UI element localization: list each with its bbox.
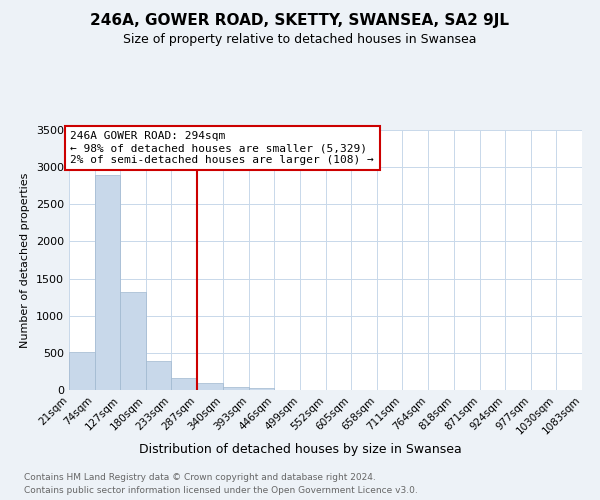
Bar xyxy=(172,378,197,390)
Text: Size of property relative to detached houses in Swansea: Size of property relative to detached ho… xyxy=(123,32,477,46)
Text: Contains public sector information licensed under the Open Government Licence v3: Contains public sector information licen… xyxy=(24,486,418,495)
Y-axis label: Number of detached properties: Number of detached properties xyxy=(20,172,31,348)
Text: 246A GOWER ROAD: 294sqm
← 98% of detached houses are smaller (5,329)
2% of semi-: 246A GOWER ROAD: 294sqm ← 98% of detache… xyxy=(70,132,374,164)
Bar xyxy=(69,352,95,390)
Bar xyxy=(223,387,248,390)
Text: Contains HM Land Registry data © Crown copyright and database right 2024.: Contains HM Land Registry data © Crown c… xyxy=(24,472,376,482)
Text: Distribution of detached houses by size in Swansea: Distribution of detached houses by size … xyxy=(139,442,461,456)
Bar xyxy=(248,388,274,390)
Text: 246A, GOWER ROAD, SKETTY, SWANSEA, SA2 9JL: 246A, GOWER ROAD, SKETTY, SWANSEA, SA2 9… xyxy=(91,12,509,28)
Bar xyxy=(95,174,120,390)
Bar xyxy=(120,292,146,390)
Bar xyxy=(146,361,172,390)
Bar xyxy=(197,384,223,390)
